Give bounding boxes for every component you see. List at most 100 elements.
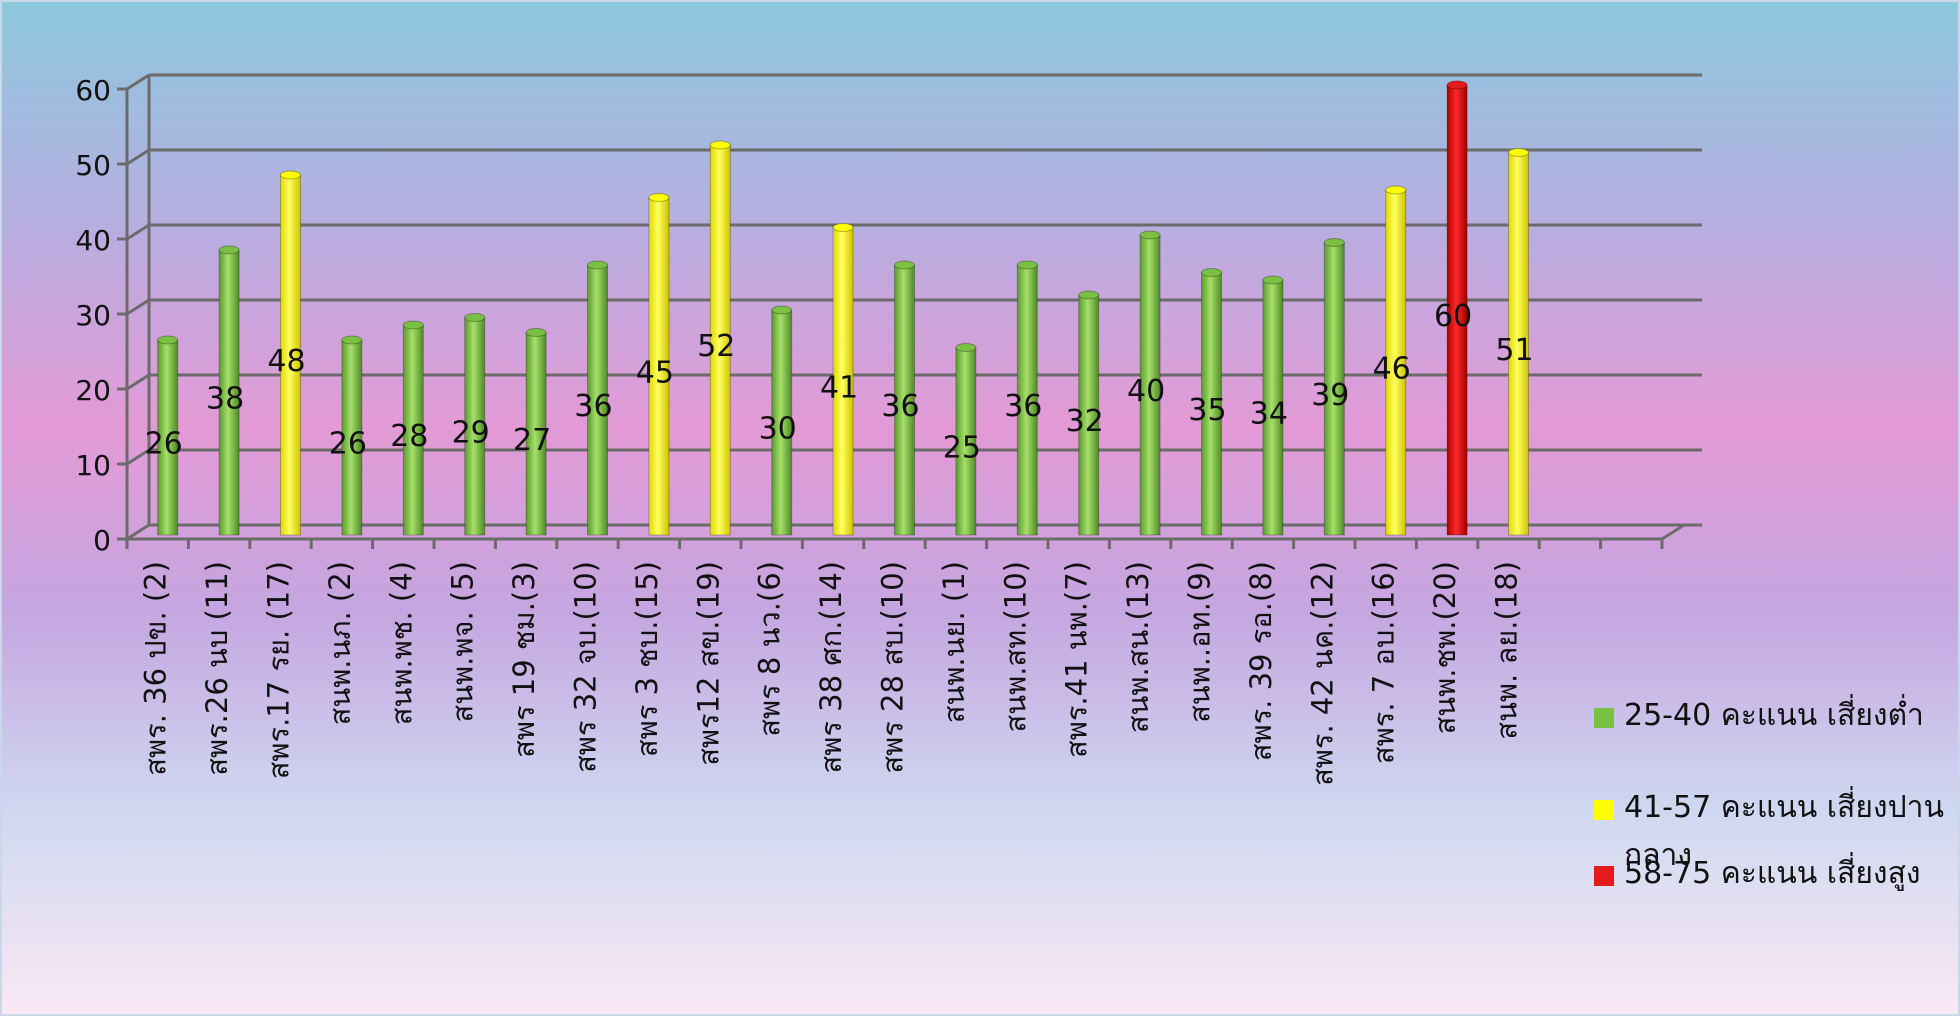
y-tick-label: 40 bbox=[75, 224, 111, 257]
data-label: 40 bbox=[1127, 374, 1165, 409]
x-tick-label: สพร.17 รย. (17) bbox=[262, 561, 296, 779]
bar-cap bbox=[1139, 230, 1161, 240]
data-label: 35 bbox=[1188, 393, 1226, 428]
x-tick-label: สนพ.นย. (1) bbox=[937, 561, 971, 723]
x-tick-label: สนพ. ลย.(18) bbox=[1490, 561, 1524, 740]
x-tick-label: สพร. 36 ปข. (2) bbox=[139, 561, 173, 776]
data-label: 46 bbox=[1373, 352, 1411, 387]
gridline-depth bbox=[126, 373, 150, 391]
x-tick-label: สพร.26 นบ (11) bbox=[200, 561, 234, 776]
bar bbox=[648, 193, 670, 536]
data-label: 30 bbox=[759, 412, 797, 447]
bar bbox=[1385, 185, 1407, 536]
x-tick-label: สพร. 39 รอ.(8) bbox=[1244, 561, 1278, 761]
data-label: 41 bbox=[820, 370, 858, 405]
data-label: 36 bbox=[881, 389, 919, 424]
legend-item-mid: 41-57 คะแนน เสี่ยงปานกลาง bbox=[1594, 784, 1954, 880]
legend-swatch-high bbox=[1594, 866, 1614, 886]
bar bbox=[1078, 290, 1100, 536]
bar-cap bbox=[402, 320, 424, 330]
x-tick-label: สนพ.สท.(10) bbox=[998, 561, 1032, 732]
x-tick-label: สนพ.ชพ.(20) bbox=[1428, 561, 1462, 734]
data-label: 36 bbox=[1004, 389, 1042, 424]
gridline-depth bbox=[126, 523, 150, 541]
x-tick-label: สพร 32 จบ.(10) bbox=[569, 561, 603, 773]
x-tick-label: สนพ.นภ. (2) bbox=[323, 561, 357, 725]
legend-label-low: 25-40 คะแนน เสี่ยงต่ำ bbox=[1624, 698, 1924, 733]
y-tick-label: 60 bbox=[75, 74, 111, 107]
bar-cap bbox=[894, 260, 915, 270]
bar-cap bbox=[1323, 238, 1345, 247]
gridline-depth bbox=[126, 148, 150, 166]
bar-cap bbox=[525, 328, 547, 337]
bar bbox=[587, 260, 608, 536]
bar-cap bbox=[341, 335, 363, 345]
x-tick-label: สพร.41 นพ.(7) bbox=[1060, 561, 1094, 758]
bar bbox=[1139, 230, 1161, 536]
bar bbox=[341, 335, 363, 536]
floor-edge bbox=[1661, 523, 1685, 541]
data-label: 38 bbox=[206, 382, 244, 417]
x-tick-labels: สพร. 36 ปข. (2) สพร.26 นบ (11) สพร.17 รย. … bbox=[139, 561, 1524, 786]
bar bbox=[1201, 268, 1222, 536]
bar-cap bbox=[1262, 275, 1284, 285]
bar bbox=[1446, 80, 1468, 536]
data-label: 36 bbox=[574, 389, 612, 424]
bar bbox=[464, 313, 486, 536]
data-label: 45 bbox=[636, 355, 674, 390]
data-labels: 26 38 48 26 28 29 27 36 45 52 30 41 36 25 36 32 40 35 34 39… bbox=[145, 299, 1534, 465]
bar bbox=[955, 343, 977, 536]
x-tick-label: สนพ.พจ. (5) bbox=[446, 561, 480, 722]
data-label: 27 bbox=[513, 423, 551, 458]
y-tick-label: 50 bbox=[75, 149, 111, 182]
bar bbox=[1262, 275, 1284, 536]
x-tick-label: สพร 8 นว.(6) bbox=[753, 561, 787, 737]
x-tick-label: สพร12 สข.(19) bbox=[691, 561, 725, 766]
bar-cap bbox=[280, 170, 301, 180]
x-tick-label: สพร 38 ศก.(14) bbox=[814, 561, 848, 773]
y-tick-label: 0 bbox=[93, 524, 111, 557]
gridline-depth bbox=[126, 298, 150, 316]
gridline-depth bbox=[126, 223, 150, 241]
data-label: 52 bbox=[697, 329, 735, 364]
legend-item-high: 58-75 คะแนน เสี่ยงสูง bbox=[1594, 850, 1954, 898]
data-label: 34 bbox=[1250, 397, 1288, 432]
data-label: 26 bbox=[145, 427, 183, 462]
x-tick-label: สพร 19 ชม.(3) bbox=[507, 561, 541, 758]
bar-cap bbox=[157, 335, 179, 345]
gridline-depth bbox=[126, 73, 150, 91]
gridline-depth bbox=[126, 448, 150, 466]
bar bbox=[402, 320, 424, 536]
bar-cap bbox=[648, 193, 670, 202]
bar-cap bbox=[1016, 260, 1038, 270]
axes: 0 10 20 30 40 50 60 bbox=[75, 74, 1685, 557]
bar bbox=[1323, 238, 1345, 536]
bar bbox=[1508, 148, 1529, 536]
data-label: 48 bbox=[267, 344, 305, 379]
bar-cap bbox=[771, 305, 793, 315]
bar bbox=[894, 260, 915, 536]
data-label: 28 bbox=[390, 419, 428, 454]
bar bbox=[525, 328, 547, 536]
x-tick-label: สพร 3 ชบ.(15) bbox=[630, 561, 664, 757]
bar bbox=[280, 170, 301, 536]
y-tick-label: 10 bbox=[75, 449, 111, 482]
x-tick-label: สพร. 42 นค.(12) bbox=[1305, 561, 1339, 786]
bar-cap bbox=[1385, 185, 1407, 195]
bar-cap bbox=[218, 245, 240, 255]
bar bbox=[1016, 260, 1038, 536]
data-label: 29 bbox=[452, 415, 490, 450]
legend-swatch-low bbox=[1594, 708, 1614, 728]
legend-item-low: 25-40 คะแนน เสี่ยงต่ำ bbox=[1594, 692, 1954, 740]
bar-cap bbox=[709, 140, 731, 150]
data-label: 32 bbox=[1066, 404, 1104, 439]
bar bbox=[709, 140, 731, 536]
legend-label-high: 58-75 คะแนน เสี่ยงสูง bbox=[1624, 856, 1921, 891]
data-label: 26 bbox=[329, 427, 367, 462]
y-tick-label: 20 bbox=[75, 374, 111, 407]
bar bbox=[771, 305, 793, 536]
bar bbox=[218, 245, 240, 536]
legend: 25-40 คะแนน เสี่ยงต่ำ 41-57 คะแนน เสี่ยง… bbox=[1594, 692, 1954, 891]
data-label: 39 bbox=[1311, 378, 1349, 413]
